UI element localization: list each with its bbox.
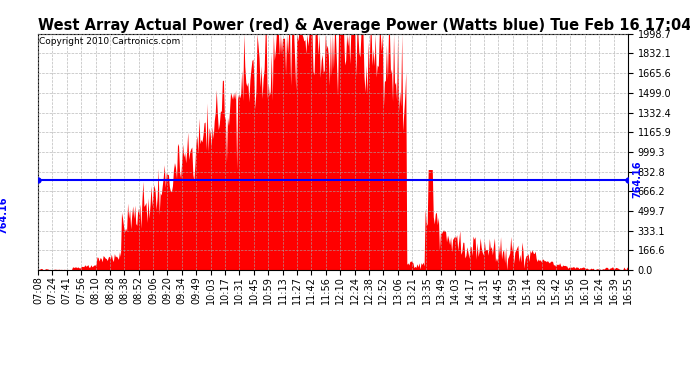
Text: Copyright 2010 Cartronics.com: Copyright 2010 Cartronics.com: [39, 37, 180, 46]
Text: 764.16: 764.16: [0, 196, 8, 234]
Text: 764.16: 764.16: [632, 161, 642, 198]
Text: West Array Actual Power (red) & Average Power (Watts blue) Tue Feb 16 17:04: West Array Actual Power (red) & Average …: [38, 18, 690, 33]
